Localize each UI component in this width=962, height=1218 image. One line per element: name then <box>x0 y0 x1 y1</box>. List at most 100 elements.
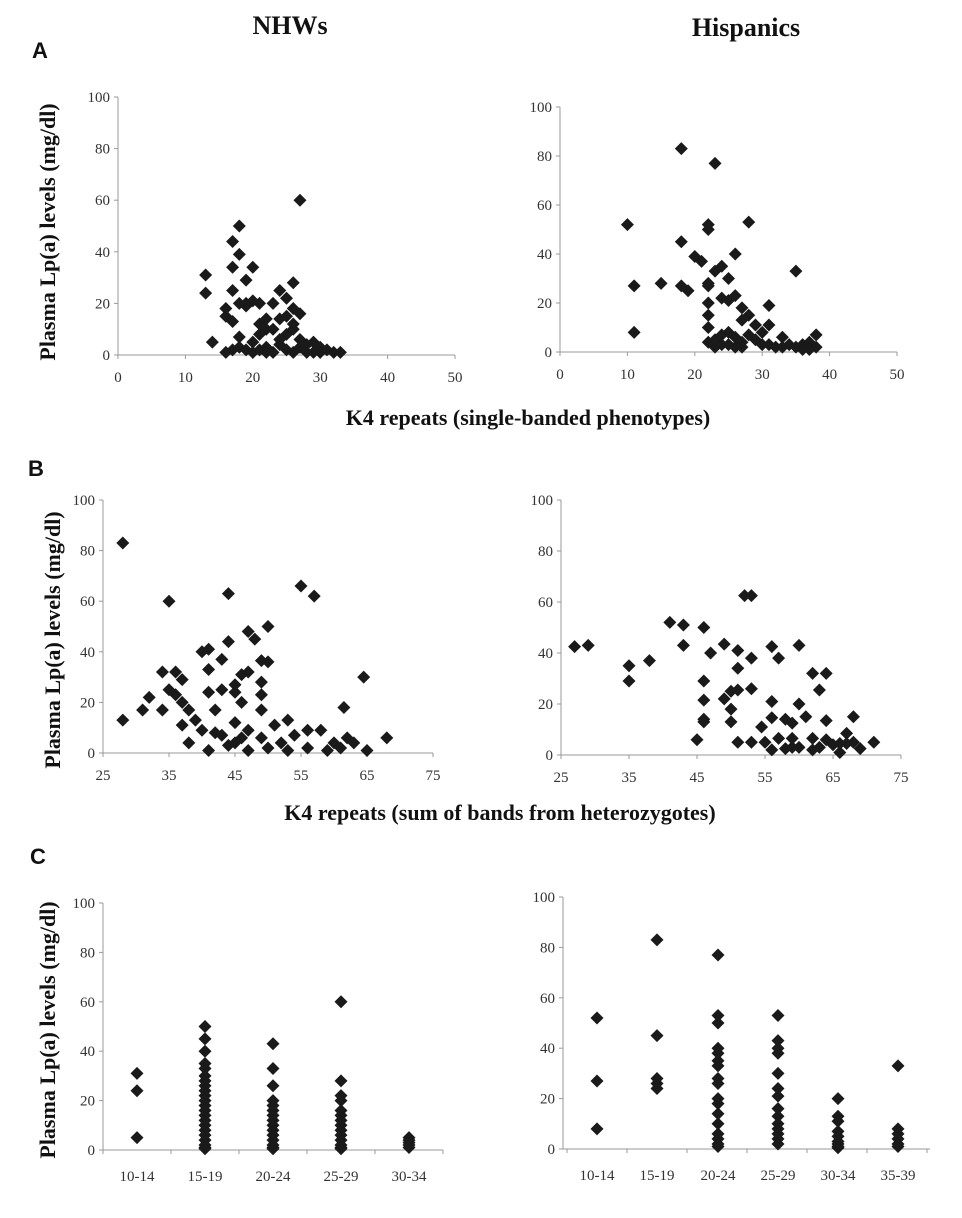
header-nhws: NHWs <box>252 11 327 40</box>
data-point <box>711 1139 725 1153</box>
data-point <box>241 723 255 737</box>
data-point <box>650 1029 664 1043</box>
data-point <box>717 692 731 706</box>
data-point <box>744 682 758 696</box>
data-point <box>789 264 803 278</box>
data-point <box>711 1046 725 1060</box>
data-point <box>627 325 641 339</box>
y-tick-label: 20 <box>538 697 553 713</box>
data-point <box>334 995 348 1009</box>
data-point <box>724 702 738 716</box>
data-point <box>232 330 246 344</box>
data-point <box>195 723 209 737</box>
data-point <box>198 1020 212 1033</box>
data-point <box>199 286 213 300</box>
y-tick-label: 100 <box>530 100 553 116</box>
data-point <box>676 618 690 632</box>
data-point <box>891 1059 905 1073</box>
data-point <box>306 345 320 359</box>
data-point <box>301 741 315 755</box>
data-point <box>266 1061 280 1075</box>
data-point <box>831 1141 845 1155</box>
data-point <box>785 731 799 745</box>
data-point <box>235 695 249 709</box>
data-point <box>697 715 711 729</box>
data-point <box>806 731 820 745</box>
y-tick-label: 40 <box>95 245 110 261</box>
data-point <box>771 1089 785 1103</box>
data-point <box>266 345 280 359</box>
data-point <box>809 328 823 342</box>
data-point <box>771 1109 785 1123</box>
data-point <box>198 1044 212 1058</box>
data-point <box>259 345 273 359</box>
x-tick-label: 10 <box>178 370 193 386</box>
y-tick-label: 80 <box>540 940 555 956</box>
data-point <box>833 745 847 759</box>
data-point <box>697 674 711 688</box>
data-point <box>208 703 222 717</box>
data-point <box>853 742 867 756</box>
data-point <box>622 659 636 673</box>
data-point <box>771 1046 785 1060</box>
y-axis-label-c: Plasma Lp(a) levels (mg/dl) <box>35 901 60 1158</box>
data-point <box>226 314 240 328</box>
y-tick-label: 80 <box>538 544 553 560</box>
data-point <box>695 254 709 268</box>
data-point <box>796 343 810 357</box>
data-point <box>281 743 295 757</box>
data-point <box>169 665 183 679</box>
data-point <box>717 637 731 651</box>
data-point <box>221 587 235 601</box>
data-point <box>293 193 307 207</box>
data-point <box>674 235 688 249</box>
data-point <box>219 302 233 316</box>
data-point <box>627 279 641 293</box>
x-tick-label: 65 <box>360 768 375 784</box>
x-tick-label: 15-19 <box>640 1168 675 1184</box>
data-point <box>792 740 806 754</box>
data-point <box>294 579 308 593</box>
y-tick-label: 80 <box>80 945 95 961</box>
y-tick-label: 60 <box>95 193 110 209</box>
y-tick-label: 20 <box>540 1092 555 1108</box>
x-tick-label: 30 <box>313 370 328 386</box>
x-tick-label: 10-14 <box>120 1169 155 1185</box>
data-point <box>287 728 301 742</box>
data-point <box>755 325 769 339</box>
x-tick-label: 25-29 <box>324 1169 359 1185</box>
data-point <box>162 594 176 608</box>
data-point <box>867 735 881 749</box>
x-tick-label: 20-24 <box>256 1169 291 1185</box>
data-point <box>266 296 280 310</box>
data-point <box>744 589 758 603</box>
data-point <box>642 654 656 668</box>
data-point <box>831 1092 845 1106</box>
x-tick-label: 50 <box>448 370 463 386</box>
data-point <box>226 234 240 248</box>
data-point <box>320 743 334 757</box>
data-point <box>175 695 189 709</box>
data-point <box>208 726 222 740</box>
y-tick-label: 60 <box>80 995 95 1011</box>
data-point <box>241 743 255 757</box>
data-point <box>226 343 240 357</box>
chart-c-his: 0 20 40 60 80 100 10-14 15-19 20-24 25-29 30-34 35-… <box>533 890 930 1184</box>
data-point <box>155 703 169 717</box>
data-point <box>221 635 235 649</box>
data-point <box>568 640 582 654</box>
data-point <box>701 279 715 293</box>
data-point <box>755 720 769 734</box>
data-point <box>130 1066 144 1080</box>
data-point <box>590 1074 604 1088</box>
data-point <box>239 273 253 287</box>
x-tick-label: 40 <box>822 367 837 383</box>
y-tick-label: 40 <box>538 646 553 662</box>
data-point <box>711 1117 725 1131</box>
data-point <box>715 259 729 273</box>
data-point <box>650 933 664 947</box>
data-point <box>280 309 293 323</box>
y-tick-label: 100 <box>533 890 556 906</box>
data-point <box>268 718 282 732</box>
